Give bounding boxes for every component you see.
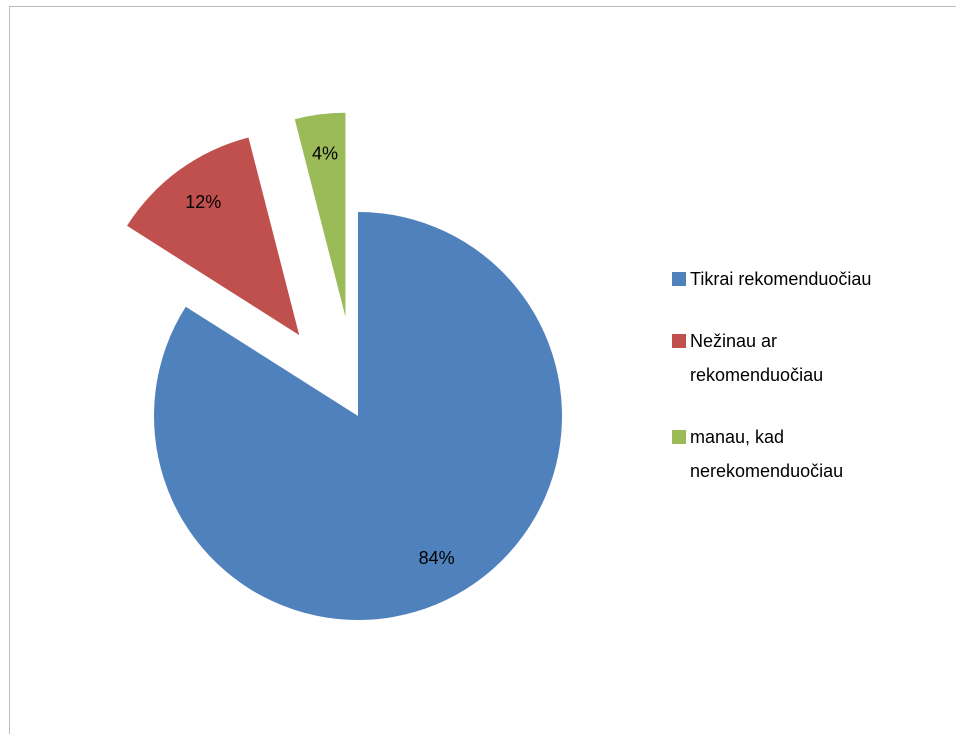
- legend-label: manau, kad nerekomenduočiau: [690, 427, 844, 481]
- data-label: 12%: [185, 192, 221, 212]
- pie-slice: [154, 212, 562, 620]
- frame: [9, 6, 956, 734]
- legend-item: Tikrai rekomenduočiau: [672, 262, 887, 296]
- legend-item: Nežinau ar rekomenduočiau: [672, 324, 887, 392]
- data-label: 4%: [312, 144, 338, 164]
- legend-swatch: [672, 430, 686, 444]
- legend-swatch: [672, 334, 686, 348]
- pie-slice: [294, 112, 346, 317]
- pie-slice: [126, 137, 300, 336]
- legend: Tikrai rekomenduočiau Nežinau ar rekomend…: [672, 262, 887, 516]
- legend-label: Nežinau ar rekomenduočiau: [690, 331, 824, 385]
- data-label: 84%: [419, 548, 455, 568]
- legend-label: Tikrai rekomenduočiau: [690, 269, 872, 289]
- legend-item: manau, kad nerekomenduočiau: [672, 420, 887, 488]
- legend-swatch: [672, 272, 686, 286]
